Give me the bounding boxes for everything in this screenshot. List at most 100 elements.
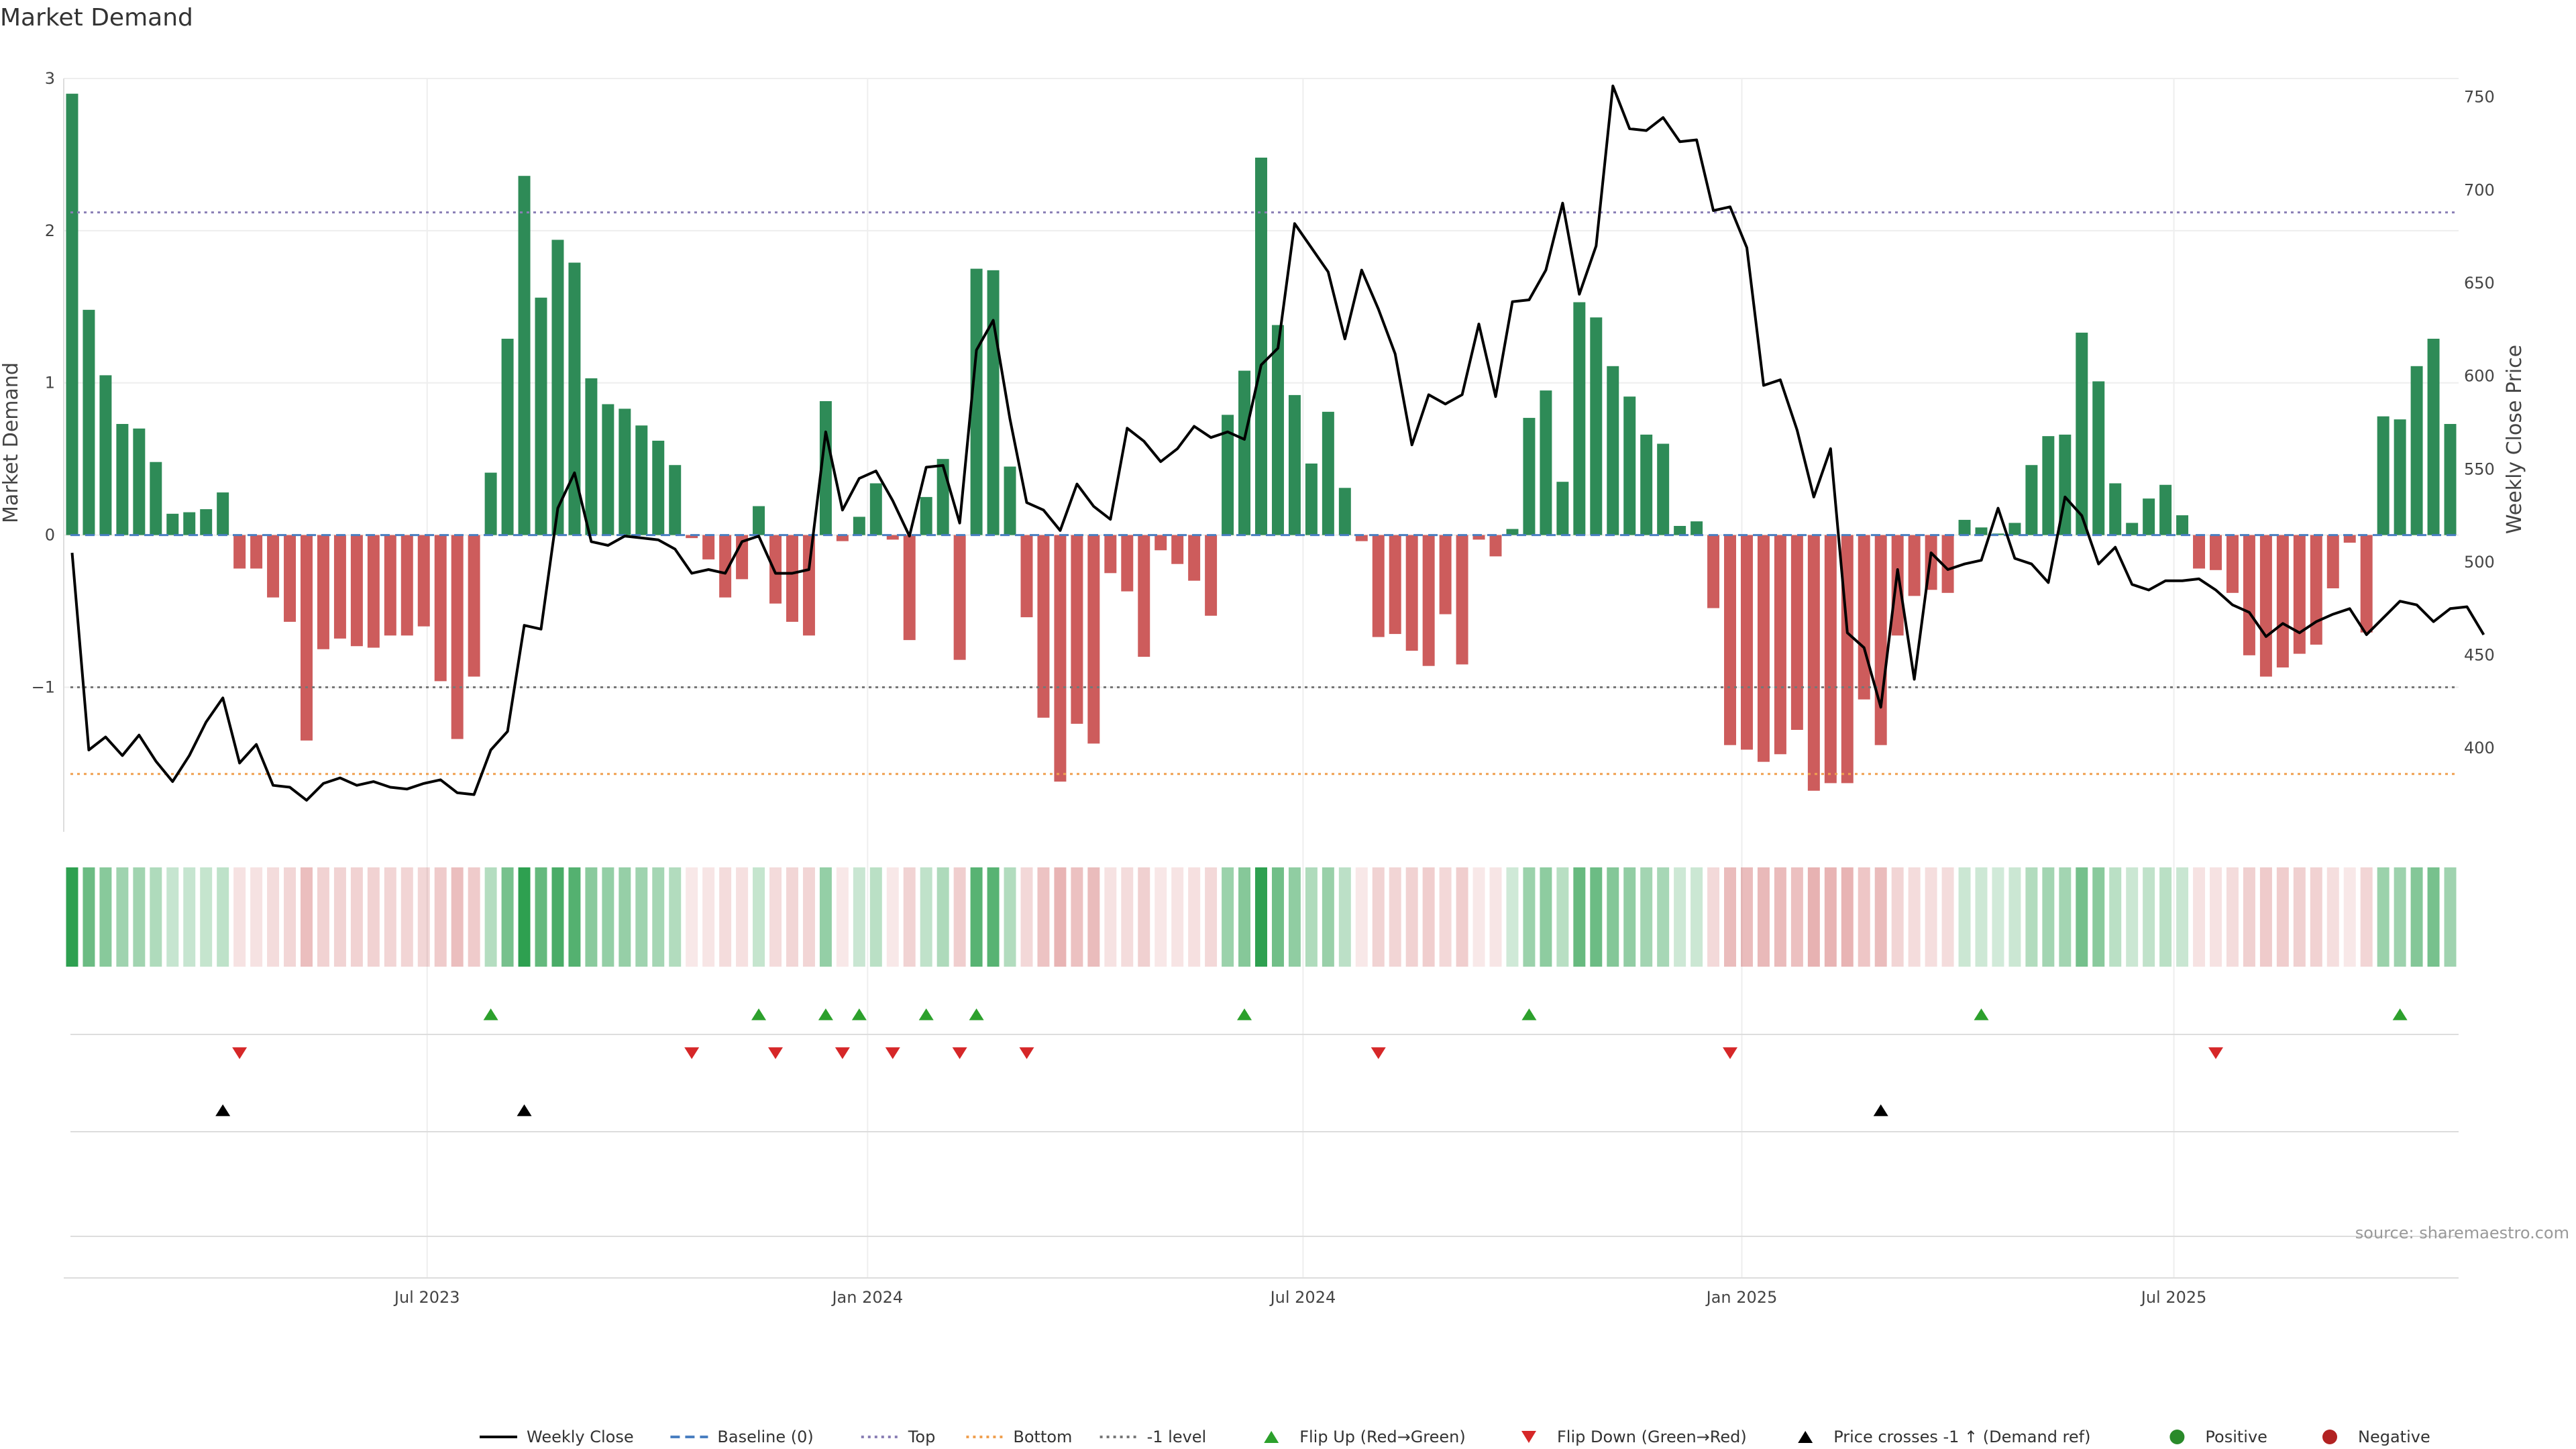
heat-cell	[1271, 867, 1284, 967]
heat-cell	[1891, 867, 1904, 967]
flip-up-marker	[818, 1008, 833, 1020]
negative-bar	[1171, 535, 1184, 564]
negative-bar	[686, 535, 698, 539]
legend-label: Weekly Close	[527, 1428, 634, 1446]
positive-bar	[116, 423, 129, 535]
right-tick-label: 750	[2464, 88, 2495, 107]
heat-cell	[2193, 867, 2206, 967]
heat-cell	[400, 867, 413, 967]
heat-cell	[1975, 867, 1988, 967]
negative-bar	[1891, 535, 1904, 636]
positive-bar	[987, 270, 1000, 535]
right-tick-label: 600	[2464, 367, 2495, 386]
positive-bar	[1271, 325, 1284, 535]
heat-cell	[384, 867, 396, 967]
legend-item: Bottom	[966, 1428, 1072, 1446]
right-tick-label: 650	[2464, 274, 2495, 292]
heat-cell	[2243, 867, 2255, 967]
positive-bar	[1506, 529, 1519, 535]
heat-cell	[1523, 867, 1536, 967]
heat-cell	[317, 867, 329, 967]
heat-cell	[367, 867, 380, 967]
heat-cell	[1405, 867, 1418, 967]
heat-cell	[2159, 867, 2172, 967]
negative-bar	[2343, 535, 2356, 543]
heat-cell	[1941, 867, 1954, 967]
legend-item: Negative	[2322, 1428, 2430, 1446]
legend-item: Price crosses -1 ↑ (Demand ref)	[1798, 1428, 2090, 1446]
heat-cell	[819, 867, 832, 967]
right-tick-label: 550	[2464, 460, 2495, 478]
flip-up-marker	[1974, 1008, 1989, 1020]
heat-cell	[1188, 867, 1201, 967]
negative-bar	[1054, 535, 1067, 782]
negative-bar	[267, 535, 280, 598]
negative-bar	[802, 535, 815, 636]
heat-cell	[1724, 867, 1737, 967]
heat-cell	[2394, 867, 2406, 967]
positive-bar	[635, 425, 648, 535]
heat-cell	[1824, 867, 1837, 967]
legend-label: Bottom	[1013, 1428, 1072, 1446]
negative-bar	[1422, 535, 1435, 666]
flip-down-marker	[1723, 1047, 1738, 1059]
negative-bar	[953, 535, 966, 660]
demand-heat-strip	[66, 867, 2457, 967]
flip-down-marker	[1019, 1047, 1034, 1059]
heat-cell	[1138, 867, 1150, 967]
negative-bar	[1941, 535, 1954, 593]
negative-bar	[1858, 535, 1870, 700]
positive-bar	[1540, 390, 1552, 535]
heat-cell	[451, 867, 464, 967]
heat-cell	[1205, 867, 1218, 967]
positive-bar	[1623, 396, 1636, 535]
heat-cell	[719, 867, 732, 967]
heat-cell	[686, 867, 698, 967]
heat-cell	[1908, 867, 1921, 967]
price-polyline	[70, 85, 2485, 802]
negative-bar	[1037, 535, 1050, 718]
legend-swatch	[1264, 1431, 1279, 1443]
heat-cell	[2360, 867, 2373, 967]
heat-cell	[669, 867, 682, 967]
heat-cell	[1472, 867, 1485, 967]
negative-bar	[1355, 535, 1368, 541]
right-tick-label: 500	[2464, 553, 2495, 572]
negative-bar	[1071, 535, 1083, 724]
flip-down-marker	[1371, 1047, 1386, 1059]
legend-swatch	[1521, 1431, 1536, 1443]
heat-cell	[150, 867, 162, 967]
heat-cell	[1155, 867, 1167, 967]
legend-item: Positive	[2169, 1428, 2267, 1446]
heat-cell	[468, 867, 480, 967]
heat-cell	[2310, 867, 2322, 967]
legend-label: Flip Up (Red→Green)	[1299, 1428, 1466, 1446]
negative-bar	[836, 535, 849, 541]
heat-cell	[1690, 867, 1703, 967]
positive-bar	[2143, 498, 2155, 535]
heat-cell	[2259, 867, 2272, 967]
negative-bar	[1087, 535, 1100, 744]
heat-cell	[1104, 867, 1117, 967]
heat-cell	[1925, 867, 1937, 967]
heat-cell	[434, 867, 447, 967]
heat-cell	[619, 867, 631, 967]
heat-cell	[1355, 867, 1368, 967]
negative-bar	[1188, 535, 1201, 581]
legend-label: Top	[908, 1428, 936, 1446]
negative-bar	[2243, 535, 2255, 655]
heat-cell	[1807, 867, 1820, 967]
negative-bar	[367, 535, 380, 648]
heat-cell	[535, 867, 547, 967]
heat-cell	[2226, 867, 2239, 967]
heat-cell	[2042, 867, 2055, 967]
positive-bar	[2042, 436, 2055, 535]
right-axis-ticks: 400 450 500 550 600 650 700 750	[2464, 88, 2495, 757]
left-tick-label: 1	[45, 374, 55, 392]
demand-bars	[66, 93, 2457, 791]
heat-cell	[802, 867, 815, 967]
heat-cell	[1640, 867, 1653, 967]
flip-up-marker	[1237, 1008, 1252, 1020]
positive-bar	[83, 309, 95, 535]
negative-bar	[1104, 535, 1117, 574]
